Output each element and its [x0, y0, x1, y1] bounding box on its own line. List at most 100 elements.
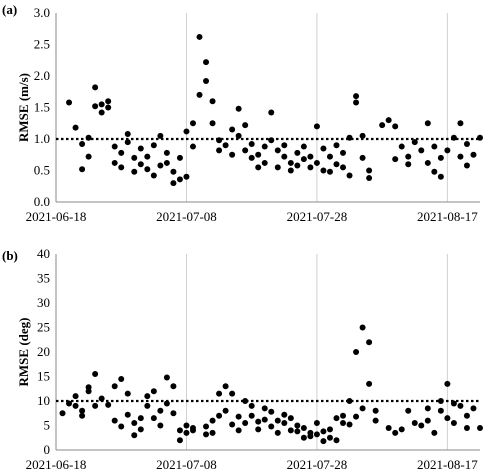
data-point [209, 120, 216, 127]
data-point [85, 134, 92, 141]
data-point [307, 153, 314, 160]
data-point [353, 413, 360, 420]
data-point [157, 422, 164, 429]
data-point [340, 420, 347, 427]
panel-b: (b) 0 5 10 15 20 25 30 35 40 2021-06-18 2021-07-08 2… [2, 246, 483, 470]
data-point [274, 147, 281, 154]
data-point [431, 143, 438, 150]
y-tick-label: 0.5 [34, 163, 50, 178]
data-point [261, 416, 268, 423]
data-point [385, 424, 392, 431]
data-point [372, 407, 379, 414]
data-point [326, 434, 333, 441]
data-point [274, 429, 281, 436]
data-point [287, 415, 294, 422]
data-point [353, 99, 360, 106]
data-point [268, 137, 275, 144]
data-point [300, 143, 307, 150]
data-point [326, 168, 333, 175]
data-point [359, 405, 366, 412]
data-point [411, 420, 418, 427]
data-point [353, 349, 360, 355]
panel-label: (a) [2, 2, 17, 17]
data-point [131, 432, 138, 439]
data-point [170, 410, 177, 417]
data-point [79, 141, 86, 148]
data-point [124, 411, 131, 418]
data-point [248, 154, 255, 161]
data-point [79, 407, 86, 414]
data-point [176, 437, 183, 444]
data-point [66, 99, 73, 106]
data-point [261, 405, 268, 412]
panel-a: (a) 0.0 0.5 1.0 1.5 2.0 2.5 3.0 2021-06-18 2021-0… [2, 2, 483, 224]
data-point [209, 417, 216, 424]
data-point [470, 405, 477, 412]
y-tick-label: 5 [44, 418, 51, 433]
data-point [222, 407, 229, 414]
data-point [85, 153, 92, 160]
data-point [287, 159, 294, 166]
data-point [216, 412, 223, 419]
data-point [242, 420, 249, 427]
data-point [424, 417, 431, 424]
x-tick-label: 2021-07-28 [287, 209, 348, 224]
data-point [235, 427, 242, 434]
y-tick-label: 2.5 [34, 37, 50, 52]
data-point [111, 143, 118, 150]
data-point [366, 167, 373, 174]
data-point [137, 145, 144, 152]
data-point [248, 402, 255, 409]
data-point [222, 383, 229, 390]
data-point [450, 400, 457, 407]
y-tick-label: 20 [37, 344, 50, 359]
data-point [463, 141, 470, 148]
data-point [261, 159, 268, 166]
y-tick-label: 1.0 [34, 131, 50, 146]
data-point [144, 393, 151, 400]
data-point [268, 109, 275, 116]
data-point [118, 423, 125, 430]
data-point [72, 393, 79, 400]
data-point [111, 383, 118, 390]
data-point [170, 180, 177, 187]
data-point [150, 142, 157, 149]
data-point [183, 173, 190, 180]
data-point [437, 398, 444, 404]
data-point [424, 120, 431, 127]
data-point [105, 104, 112, 111]
data-point [307, 164, 314, 171]
data-point [477, 134, 483, 141]
data-point [340, 412, 347, 419]
data-point [163, 374, 170, 381]
data-point [424, 405, 431, 412]
data-point [242, 122, 249, 129]
data-point [85, 384, 92, 391]
data-point [229, 151, 236, 158]
data-point [281, 153, 288, 160]
x-tick-label: 2021-08-17 [417, 457, 478, 470]
data-point [189, 120, 196, 127]
data-point [372, 417, 379, 424]
data-point [294, 422, 301, 429]
data-point [196, 91, 203, 98]
data-point [137, 426, 144, 433]
data-point [300, 424, 307, 431]
data-point [411, 139, 418, 146]
data-point [320, 428, 327, 435]
data-point [170, 383, 177, 390]
data-point [98, 101, 105, 108]
y-tick-label: 30 [37, 295, 50, 310]
data-point [203, 431, 210, 438]
data-point [294, 428, 301, 435]
data-point [392, 429, 399, 436]
x-tick-label: 2021-08-17 [417, 209, 478, 224]
data-point [294, 162, 301, 169]
x-tick-label: 2021-07-08 [156, 457, 217, 470]
data-point [346, 421, 353, 428]
data-point [163, 159, 170, 166]
data-point [92, 371, 99, 378]
data-point [398, 426, 405, 433]
data-point [444, 415, 451, 422]
data-point [189, 143, 196, 150]
